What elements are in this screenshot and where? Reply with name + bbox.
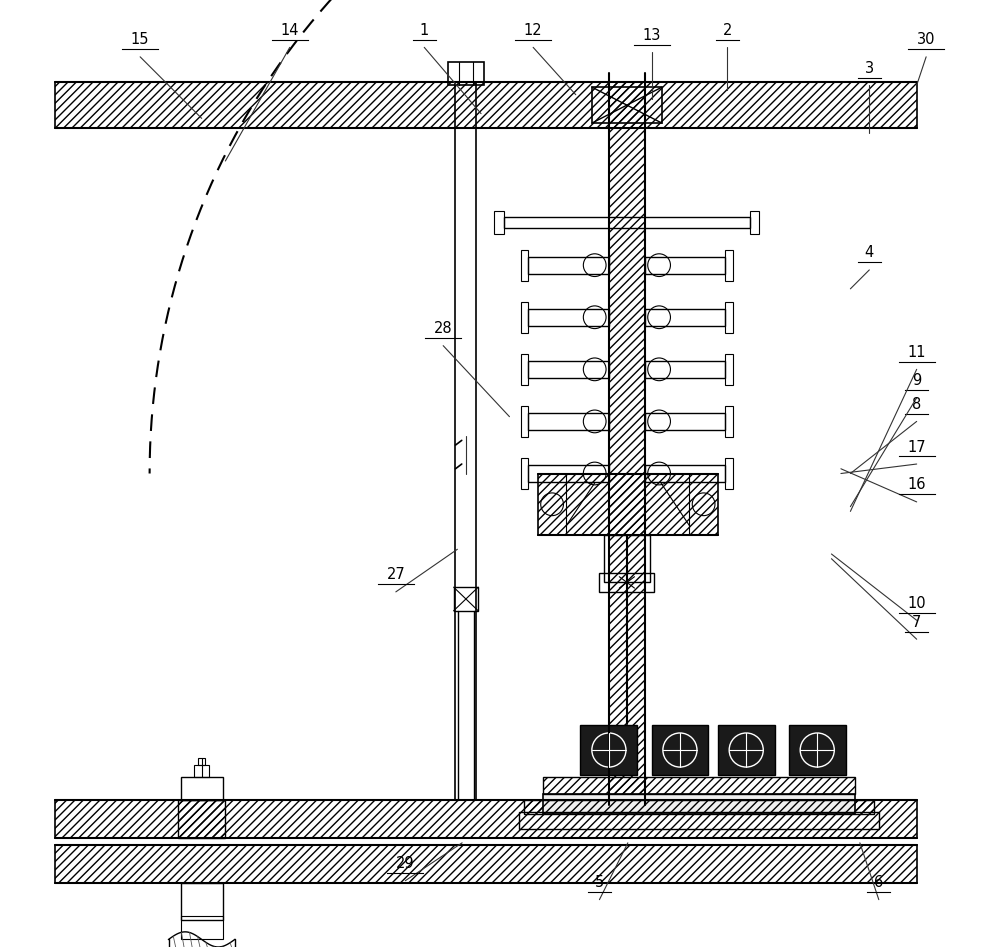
Bar — [645, 465, 725, 482]
Bar — [604, 535, 650, 582]
Bar — [521, 302, 528, 332]
Bar — [592, 87, 662, 123]
Text: 6: 6 — [874, 875, 883, 890]
Bar — [645, 257, 725, 274]
Bar — [580, 725, 637, 775]
Bar — [725, 354, 733, 384]
Text: 28: 28 — [434, 321, 452, 336]
Bar — [725, 250, 733, 280]
Bar — [194, 765, 209, 777]
Text: 14: 14 — [281, 23, 299, 38]
Bar — [181, 916, 223, 939]
Bar — [599, 573, 654, 592]
Bar — [519, 812, 879, 829]
Bar — [725, 302, 733, 332]
Bar — [528, 257, 609, 274]
Text: 4: 4 — [865, 245, 874, 260]
Bar — [725, 406, 733, 437]
Bar — [645, 361, 725, 378]
Text: 17: 17 — [907, 439, 926, 455]
Bar — [494, 211, 504, 234]
Bar — [543, 777, 855, 794]
Text: 15: 15 — [131, 32, 149, 47]
Text: 10: 10 — [907, 596, 926, 611]
Bar — [454, 587, 478, 611]
Text: 8: 8 — [912, 397, 921, 412]
Bar — [521, 406, 528, 437]
Text: 5: 5 — [595, 875, 604, 890]
Bar — [181, 777, 223, 800]
Bar — [538, 474, 718, 535]
Bar — [55, 800, 917, 838]
Text: 16: 16 — [907, 477, 926, 492]
Text: 30: 30 — [917, 32, 935, 47]
Text: 2: 2 — [723, 23, 732, 38]
Bar — [528, 465, 609, 482]
Bar — [524, 800, 874, 814]
Bar — [178, 800, 225, 838]
Bar — [528, 361, 609, 378]
Text: 27: 27 — [386, 567, 405, 582]
Bar — [521, 458, 528, 489]
Bar — [448, 62, 484, 85]
Bar — [718, 725, 775, 775]
Bar — [789, 725, 846, 775]
Text: 29: 29 — [396, 856, 415, 871]
Bar — [504, 217, 750, 228]
Bar — [750, 211, 759, 234]
Bar — [455, 82, 476, 800]
Bar — [521, 250, 528, 280]
Bar — [645, 309, 725, 326]
Bar — [652, 725, 708, 775]
Bar — [609, 82, 645, 805]
Text: 13: 13 — [642, 27, 661, 43]
Text: 9: 9 — [912, 373, 921, 388]
Bar — [528, 413, 609, 430]
Text: 11: 11 — [907, 345, 926, 360]
Text: 1: 1 — [420, 23, 429, 38]
Bar — [55, 845, 917, 883]
Bar — [55, 82, 917, 128]
Bar — [528, 309, 609, 326]
Bar — [198, 758, 205, 765]
Bar — [521, 354, 528, 384]
Text: 7: 7 — [912, 615, 921, 630]
Bar — [725, 458, 733, 489]
Text: 12: 12 — [524, 23, 542, 38]
Bar — [543, 794, 855, 814]
Bar — [181, 883, 223, 920]
Bar — [645, 413, 725, 430]
Text: 3: 3 — [865, 61, 874, 76]
